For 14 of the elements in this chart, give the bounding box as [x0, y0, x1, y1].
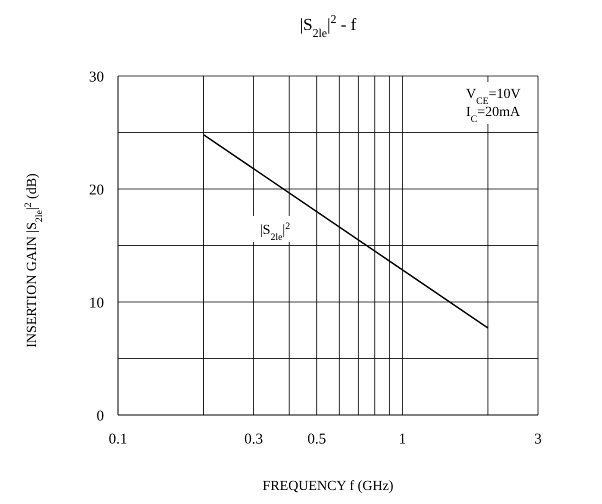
annotation: |S$_{2le}$|$^{2}$: [260, 220, 290, 242]
y-tick-label: 0: [96, 408, 104, 424]
y-tick-label: 30: [89, 69, 104, 86]
x-tick-label: 0.5: [307, 432, 326, 448]
y-tick-label: 20: [89, 182, 104, 198]
x-axis-title: FREQUENCY f (GHz): [262, 479, 394, 494]
y-tick-label: 10: [89, 295, 104, 312]
x-tick-label: 0.1: [108, 432, 128, 448]
x-tick-label: 3: [534, 432, 542, 448]
x-tick-label: 1: [398, 432, 406, 448]
chart-title: |S$_{2le}$|$^{2}$ - f: [300, 12, 357, 40]
annotation: I$_{C}$=20mA: [466, 105, 522, 124]
annotation: V$_{CE}$=10V: [466, 87, 521, 106]
x-tick-label: 0.3: [244, 432, 264, 448]
